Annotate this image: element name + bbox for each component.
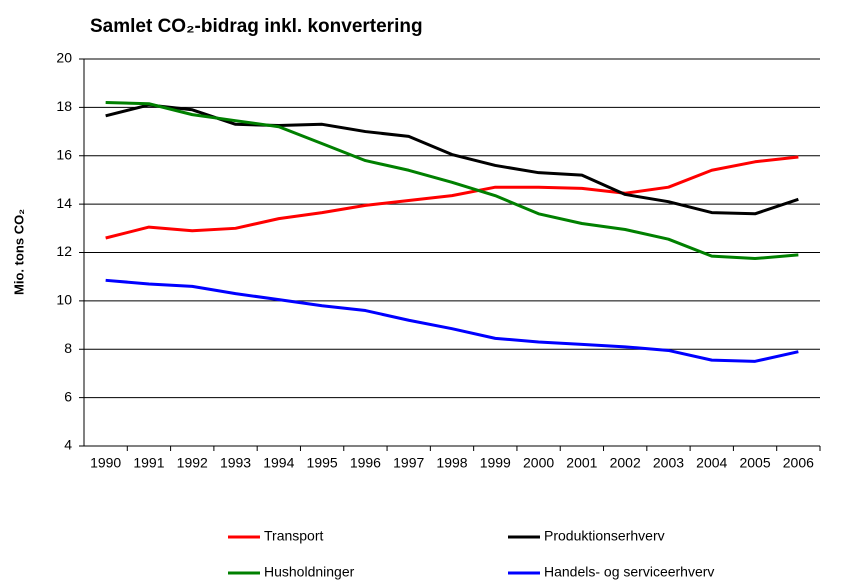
series-line [105,101,799,261]
y-tick-label: 16 [56,146,72,162]
series-line [105,103,799,216]
x-tick-label: 2006 [783,455,814,471]
series-line [105,155,799,240]
y-tick-label: 18 [56,98,72,114]
x-tick-label: 2000 [523,455,554,471]
x-tick-label: 1993 [220,455,251,471]
y-tick-label: 12 [56,243,72,259]
legend-label: Handels- og serviceerhverv [544,564,714,580]
y-tick-label: 4 [64,437,72,453]
x-tick-label: 1999 [480,455,511,471]
x-tick-label: 1995 [307,455,338,471]
series-line [105,278,799,363]
legend-label: Husholdninger [264,564,355,580]
x-tick-label: 2002 [610,455,641,471]
x-tick-label: 2001 [566,455,597,471]
x-tick-label: 2004 [696,455,727,471]
x-tick-label: 1990 [90,455,121,471]
x-tick-label: 1998 [436,455,467,471]
y-tick-label: 8 [64,340,72,356]
legend-label: Transport [264,528,324,544]
x-tick-label: 2003 [653,455,684,471]
x-tick-label: 1997 [393,455,424,471]
x-tick-label: 1996 [350,455,381,471]
y-tick-label: 14 [56,195,72,211]
x-tick-label: 1991 [133,455,164,471]
y-axis-label: Mio. tons CO₂ [11,209,26,295]
y-tick-label: 6 [64,388,72,404]
x-tick-label: 2005 [739,455,770,471]
chart-title: Samlet CO₂-bidrag inkl. konvertering [90,16,423,37]
x-tick-label: 1992 [177,455,208,471]
x-tick-label: 1994 [263,455,294,471]
y-tick-label: 10 [56,292,72,308]
legend-label: Produktionserhverv [544,528,665,544]
y-tick-label: 20 [56,50,72,66]
